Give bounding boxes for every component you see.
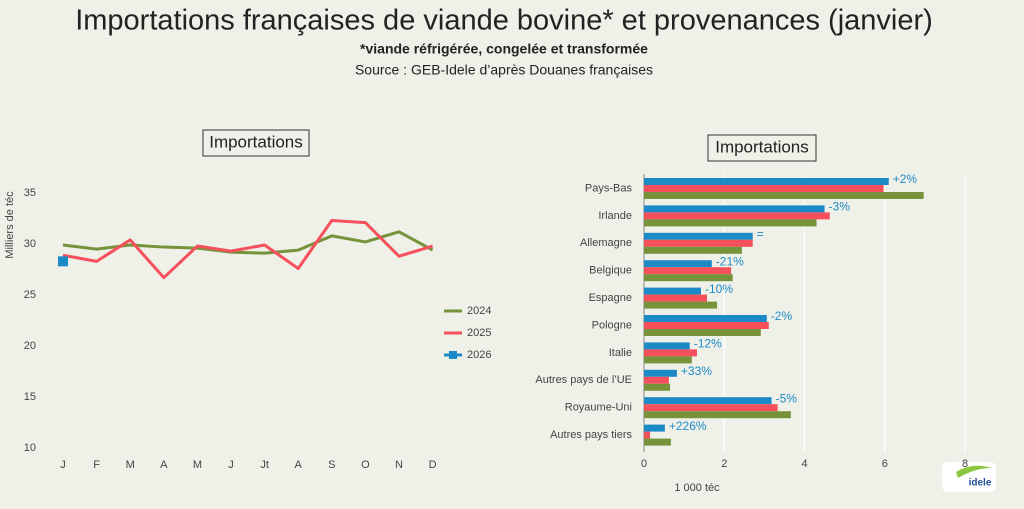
logo-box — [942, 462, 996, 492]
bar — [644, 424, 665, 432]
x-tick-label: 0 — [641, 458, 647, 470]
y-tick-label: 20 — [24, 340, 36, 352]
bar — [644, 376, 669, 384]
bar — [644, 205, 825, 213]
bar — [644, 431, 651, 439]
y-tick-label: Autres pays de l’UE — [535, 374, 632, 386]
chart-title: Importations — [209, 132, 303, 151]
x-tick-label: M — [126, 459, 135, 471]
y-tick-label: Irlande — [598, 210, 632, 222]
chart-title: Importations — [715, 137, 809, 156]
x-tick-label: J — [228, 459, 234, 471]
subtitle: *viande réfrigérée, congelée et transfor… — [360, 41, 648, 57]
x-tick-label: 6 — [882, 458, 888, 470]
x-tick-label: J — [60, 459, 66, 471]
bar — [644, 397, 772, 405]
bar — [644, 267, 732, 275]
bar — [644, 322, 769, 329]
annotation: -5% — [776, 391, 798, 405]
bar — [644, 369, 677, 377]
title-box — [202, 129, 310, 157]
bar — [644, 192, 924, 199]
bar — [644, 438, 671, 446]
annotation: -2% — [771, 309, 793, 323]
y-tick-label: Italie — [609, 347, 632, 359]
x-tick-label: S — [328, 459, 335, 471]
bar — [644, 329, 761, 336]
x-tick-label: M — [193, 459, 202, 471]
title-box — [707, 134, 817, 162]
y-axis-label: Milliers de téc — [4, 191, 16, 259]
x-tick-label: F — [93, 459, 100, 471]
bar — [644, 219, 817, 227]
bar — [644, 274, 733, 282]
bar — [644, 349, 697, 357]
legend-marker — [449, 351, 457, 359]
annotation: -21% — [716, 254, 744, 268]
bar — [644, 232, 753, 240]
bar — [644, 404, 778, 412]
y-tick-label: 25 — [24, 289, 36, 301]
bar — [644, 315, 767, 322]
x-tick-label: 4 — [801, 458, 807, 470]
x-tick-label: 2 — [721, 458, 727, 470]
bar — [644, 411, 791, 419]
marker — [58, 256, 68, 267]
x-tick-label: A — [160, 459, 168, 471]
y-tick-label: 35 — [24, 187, 36, 199]
source: Source : GEB-Idele d’après Douanes franç… — [355, 62, 653, 78]
legend-label: 2025 — [467, 327, 491, 339]
bar — [644, 342, 690, 350]
x-axis-label: 1 000 téc — [674, 482, 720, 494]
x-tick-label: A — [295, 459, 303, 471]
legend-label: 2026 — [467, 349, 491, 361]
logo-swoosh — [956, 465, 992, 478]
y-tick-label: 30 — [24, 238, 36, 250]
x-tick-label: N — [395, 459, 403, 471]
y-tick-label: Autres pays tiers — [550, 429, 632, 441]
bar — [644, 260, 712, 268]
bar — [644, 294, 707, 302]
bar — [644, 212, 830, 220]
annotation: -10% — [705, 282, 733, 296]
series-line — [62, 230, 434, 255]
bar — [644, 383, 671, 391]
annotation: +33% — [681, 364, 712, 378]
bar — [644, 178, 889, 185]
y-tick-label: Espagne — [589, 292, 632, 304]
bar — [644, 239, 753, 247]
y-tick-label: Belgique — [589, 265, 632, 277]
x-tick-label: D — [429, 459, 437, 471]
bar — [644, 356, 692, 364]
y-tick-label: 10 — [24, 442, 36, 454]
series-line — [62, 219, 434, 280]
annotation: = — [757, 227, 764, 241]
annotation: -12% — [694, 337, 722, 351]
y-tick-label: Pologne — [592, 319, 632, 331]
x-tick-label: O — [361, 459, 370, 471]
legend-label: 2024 — [467, 305, 491, 317]
y-tick-label: Allemagne — [580, 237, 632, 249]
bar — [644, 301, 718, 309]
bar — [644, 287, 701, 295]
annotation: +226% — [669, 419, 707, 433]
logo-text: idele — [969, 478, 992, 489]
logo: idele — [942, 462, 996, 492]
bar — [644, 185, 884, 192]
y-tick-label: Pays-Bas — [585, 182, 633, 194]
slide-title: Importations françaises de viande bovine… — [75, 5, 933, 37]
x-tick-label: 8 — [962, 458, 968, 470]
x-tick-label: Jt — [260, 459, 269, 471]
annotation: -3% — [829, 200, 851, 214]
y-tick-label: 15 — [24, 391, 36, 403]
y-tick-label: Royaume-Uni — [565, 402, 632, 414]
bar — [644, 246, 742, 254]
annotation: +2% — [893, 172, 918, 186]
